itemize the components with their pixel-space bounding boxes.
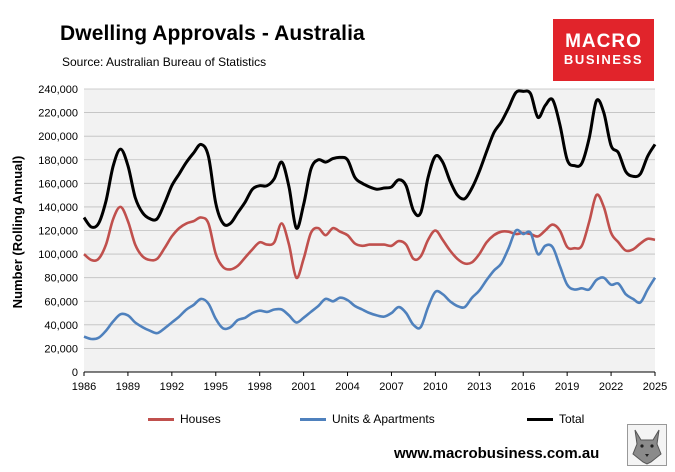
series-line-units-apartments: [83, 228, 657, 341]
x-tick-label: 2007: [379, 381, 403, 393]
chart-area: 0 20,000 40,000 60,000 80,000 100,000 120,000 1…: [10, 84, 667, 393]
y-tick-label: 80,000: [44, 273, 78, 285]
legend-swatch-total: [527, 417, 553, 421]
y-tick-label: 220,000: [38, 108, 78, 120]
x-tick-label: 1986: [72, 381, 96, 393]
chart-source: Source: Australian Bureau of Statistics: [62, 55, 267, 69]
legend-swatch-houses: [148, 417, 174, 421]
y-tick-label: 140,000: [38, 202, 78, 214]
legend-label-units: Units & Apartments: [332, 412, 435, 426]
y-axis-ticks: 0 20,000 40,000 60,000 80,000 100,000 120,000 1…: [38, 84, 78, 379]
legend-item-houses: Houses: [148, 412, 221, 426]
legend-swatch-units: [300, 417, 326, 421]
x-tick-label: 2004: [335, 381, 359, 393]
x-tick-label: 2022: [599, 381, 623, 393]
series-lines: [82, 89, 657, 341]
series-line-houses: [83, 193, 656, 280]
x-tick-label: 1995: [204, 381, 228, 393]
x-tick-label: 2013: [467, 381, 491, 393]
x-tick-label: 1998: [247, 381, 271, 393]
y-tick-label: 100,000: [38, 249, 78, 261]
x-axis-ticks: 1986 1989 1992 1995 1998 2001 2004 2007 2010 2013…: [72, 371, 667, 393]
x-tick-label: 1989: [116, 381, 140, 393]
x-tick-label: 1992: [160, 381, 184, 393]
wolf-mascot-icon: [627, 424, 667, 466]
chart-title: Dwelling Approvals - Australia: [60, 22, 365, 45]
legend-item-units: Units & Apartments: [300, 412, 435, 426]
x-tick-label: 2025: [643, 381, 667, 393]
macrobusiness-logo: MACRO BUSINESS: [553, 19, 654, 81]
x-tick-label: 2010: [423, 381, 447, 393]
series-line-total: [82, 89, 657, 230]
y-tick-label: 60,000: [44, 296, 78, 308]
y-tick-label: 0: [72, 367, 78, 379]
logo-line-1: MACRO: [565, 31, 642, 52]
x-tick-label: 2001: [291, 381, 315, 393]
legend-label-houses: Houses: [180, 412, 221, 426]
y-tick-label: 20,000: [44, 343, 78, 355]
y-tick-label: 40,000: [44, 320, 78, 332]
y-tick-label: 240,000: [38, 84, 78, 96]
y-tick-label: 120,000: [38, 226, 78, 238]
legend-item-total: Total: [527, 412, 584, 426]
x-tick-label: 2016: [511, 381, 535, 393]
y-tick-label: 200,000: [38, 131, 78, 143]
logo-line-2: BUSINESS: [563, 52, 644, 67]
y-tick-label: 180,000: [38, 155, 78, 167]
y-axis-label: Number (Rolling Annual): [10, 156, 25, 309]
y-tick-label: 160,000: [38, 178, 78, 190]
x-tick-label: 2019: [555, 381, 579, 393]
website-link[interactable]: www.macrobusiness.com.au: [394, 445, 600, 462]
legend-label-total: Total: [559, 412, 585, 426]
